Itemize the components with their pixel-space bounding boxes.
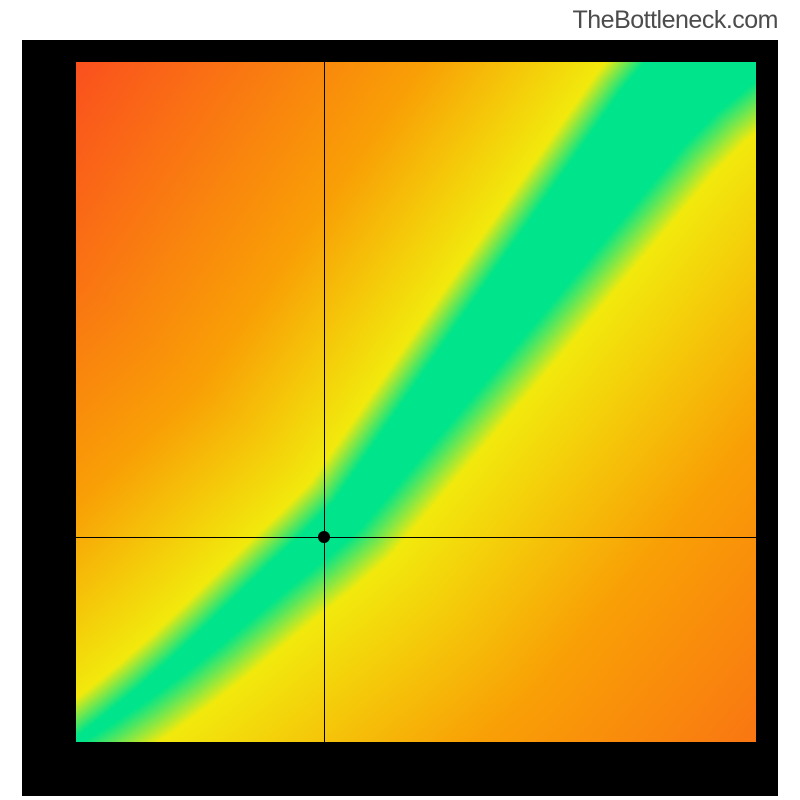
plot-frame [22,40,778,796]
chart-container: TheBottleneck.com [0,0,800,800]
watermark-text: TheBottleneck.com [573,6,779,35]
crosshair-marker [318,531,330,543]
heatmap-canvas [76,62,756,742]
plot-inner [76,62,756,742]
crosshair-vertical [324,62,325,742]
crosshair-horizontal [76,537,756,538]
